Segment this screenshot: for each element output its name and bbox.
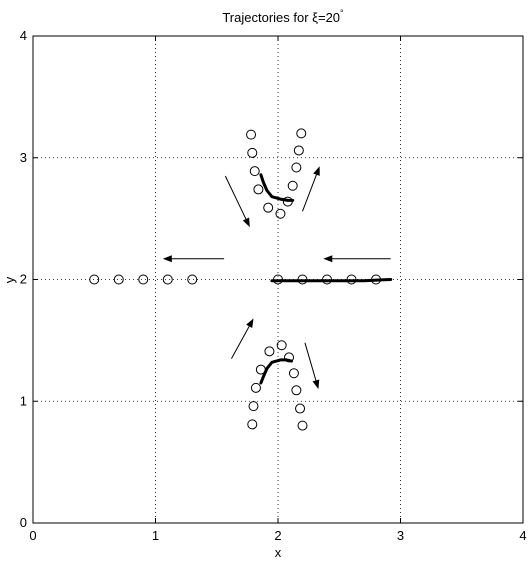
particle-marker	[263, 202, 274, 213]
arrow-shaft	[224, 175, 247, 220]
particle-marker	[247, 147, 258, 158]
arrow-head	[323, 255, 333, 263]
particle-marker	[89, 274, 100, 285]
arrow-head	[312, 379, 320, 390]
particle-marker	[282, 196, 293, 207]
flow-arrow	[304, 342, 320, 390]
flow-arrow	[224, 175, 250, 228]
particle-marker	[297, 420, 308, 431]
y-tick-label: 2	[20, 272, 27, 287]
arrow-head	[242, 217, 250, 228]
particle-marker	[291, 162, 302, 173]
title-superscript: °	[340, 8, 344, 18]
x-tick-label: 4	[519, 528, 526, 543]
flow-arrow	[302, 166, 320, 212]
particle-marker	[297, 274, 308, 285]
particle-marker	[284, 352, 295, 363]
particle-marker	[295, 403, 306, 414]
trajectory-line	[259, 173, 295, 202]
particle-marker	[296, 128, 307, 139]
particle-marker	[346, 274, 357, 285]
arrow-shaft	[302, 174, 317, 212]
flow-arrow	[162, 255, 225, 263]
particle-marker	[250, 382, 261, 393]
x-tick-label: 2	[274, 528, 281, 543]
particle-marker	[187, 274, 198, 285]
y-tick-label: 4	[20, 28, 27, 43]
trajectory-paths	[259, 173, 393, 385]
particle-marker	[287, 180, 298, 191]
particle-marker	[275, 208, 286, 219]
particle-marker	[248, 401, 259, 412]
particle-marker	[291, 385, 302, 396]
particle-marker	[253, 184, 264, 195]
x-axis-label: x	[275, 545, 282, 560]
particle-marker	[247, 419, 258, 430]
particle-marker	[138, 274, 149, 285]
axis-ticks: 0 1 2 3 4 0 1 2 3 4	[20, 28, 527, 543]
particle-marker	[322, 274, 332, 285]
y-axis-label: y	[2, 276, 17, 283]
particle-marker	[276, 340, 287, 351]
flow-arrows	[162, 166, 391, 390]
particle-marker	[371, 274, 381, 285]
particle-marker	[255, 364, 266, 375]
flow-arrow	[323, 255, 391, 263]
particle-marker	[246, 129, 257, 140]
flow-arrow	[231, 318, 254, 359]
trajectory-line	[270, 278, 393, 283]
chart-title: Trajectories for ξ=20°	[222, 8, 344, 25]
arrow-shaft	[231, 326, 250, 359]
trajectory-line	[259, 358, 293, 385]
particle-marker	[288, 368, 299, 379]
particle-marker	[293, 145, 304, 156]
particle-marker	[273, 274, 283, 285]
x-tick-label: 3	[397, 528, 404, 543]
particle-marker	[264, 346, 275, 357]
arrow-shaft	[304, 342, 317, 381]
particle-marker	[162, 274, 173, 285]
y-tick-label: 3	[20, 150, 27, 165]
particle-markers	[89, 128, 381, 431]
x-tick-label: 1	[152, 528, 159, 543]
x-tick-label: 0	[29, 528, 36, 543]
arrow-head	[246, 318, 254, 329]
particle-marker	[113, 274, 124, 285]
y-tick-label: 1	[20, 393, 27, 408]
y-tick-label: 0	[20, 515, 27, 530]
particle-marker	[249, 166, 260, 177]
arrow-head	[313, 166, 320, 176]
arrow-head	[162, 255, 172, 263]
